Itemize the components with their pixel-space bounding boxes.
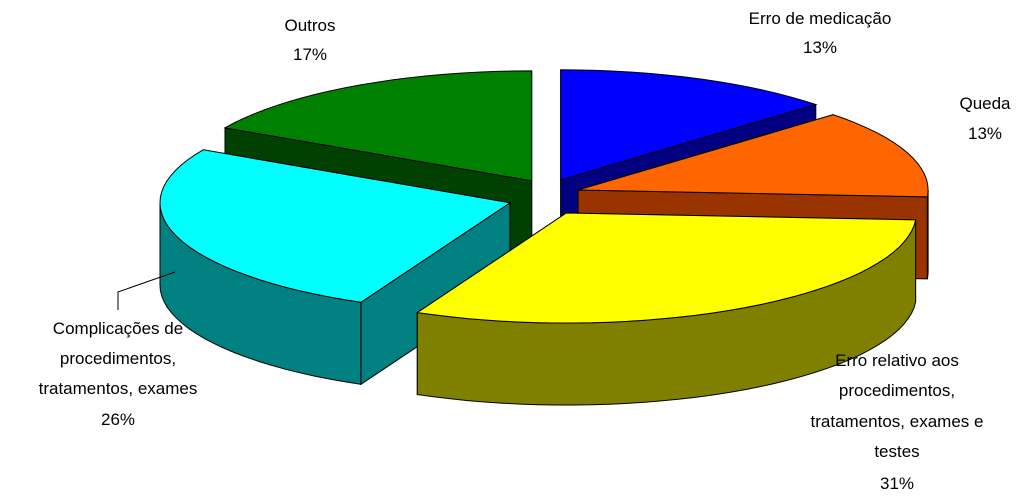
label-line-1: Complicações de bbox=[53, 319, 183, 338]
pie-slices bbox=[159, 69, 929, 406]
label-line-3: tratamentos, exames e bbox=[811, 412, 984, 431]
label-line-4: testes bbox=[874, 442, 919, 461]
slice-erro-relativo bbox=[415, 212, 917, 324]
label-erro-medicacao: Erro de medicação 13% bbox=[749, 9, 892, 57]
slice-erro-medicacao bbox=[560, 69, 818, 181]
slice-queda-wall bbox=[926, 189, 929, 279]
label-line-3: tratamentos, exames bbox=[39, 379, 198, 398]
label-pct: 26% bbox=[101, 410, 135, 429]
label-line-1: Erro relativo aos bbox=[835, 351, 959, 370]
label-line-2: procedimentos, bbox=[60, 349, 176, 368]
label-name: Outros bbox=[284, 16, 335, 35]
label-pct: 13% bbox=[968, 124, 1002, 143]
label-outros: Outros 17% bbox=[284, 16, 335, 64]
label-name: Erro de medicação bbox=[749, 9, 892, 28]
label-line-2: procedimentos, bbox=[839, 381, 955, 400]
slice-queda bbox=[577, 114, 929, 198]
label-pct: 31% bbox=[880, 474, 914, 493]
label-complicacoes: Complicações de procedimentos, tratament… bbox=[39, 319, 198, 429]
label-pct: 13% bbox=[803, 38, 837, 57]
slice-complicacoes bbox=[159, 149, 512, 303]
label-erro-relativo: Erro relativo aos procedimentos, tratame… bbox=[811, 351, 984, 493]
label-queda: Queda 13% bbox=[959, 94, 1011, 143]
label-name: Queda bbox=[959, 94, 1011, 113]
label-pct: 17% bbox=[293, 45, 327, 64]
leader-line bbox=[117, 271, 176, 310]
slice-outros bbox=[223, 70, 533, 182]
